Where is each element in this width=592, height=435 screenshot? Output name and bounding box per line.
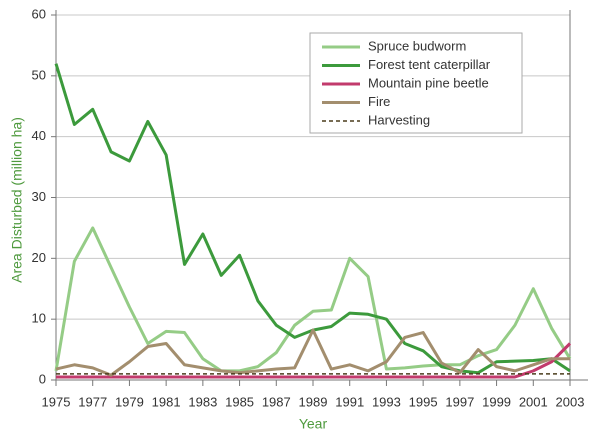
x-tick-label: 1981 [152,394,181,409]
series-line [56,342,572,379]
y-tick-label: 40 [32,128,46,143]
x-axis-label: Year [299,416,328,432]
series-line [54,226,572,373]
legend-label: Harvesting [368,112,430,127]
x-tick-label: 2003 [556,394,585,409]
x-tick-label: 1989 [299,394,328,409]
x-tick-label: 1991 [335,394,364,409]
x-tick-label: 1983 [188,394,217,409]
legend-label: Fire [368,94,390,109]
x-tick-label: 1985 [225,394,254,409]
legend-box [309,32,523,134]
y-tick-label: 0 [39,371,46,386]
x-tick-label: 1987 [262,394,291,409]
x-tick-label: 1999 [482,394,511,409]
legend-label: Spruce budworm [368,38,466,53]
y-tick-label: 30 [32,189,46,204]
legend-label: Forest tent caterpillar [368,57,491,72]
y-tick-label: 50 [32,67,46,82]
x-tick-label: 1995 [409,394,438,409]
x-tick-label: 2001 [519,394,548,409]
y-tick-label: 10 [32,311,46,326]
x-tick-label: 1975 [42,394,71,409]
x-tick-label: 1977 [78,394,107,409]
x-tick-label: 1997 [445,394,474,409]
y-tick-label: 60 [32,6,46,21]
x-tick-label: 1979 [115,394,144,409]
y-axis-label: Area Disturbed (million ha) [9,117,25,283]
legend-label: Mountain pine beetle [368,75,489,90]
series-line [55,328,570,377]
y-tick-label: 20 [32,250,46,265]
x-tick-label: 1993 [372,394,401,409]
